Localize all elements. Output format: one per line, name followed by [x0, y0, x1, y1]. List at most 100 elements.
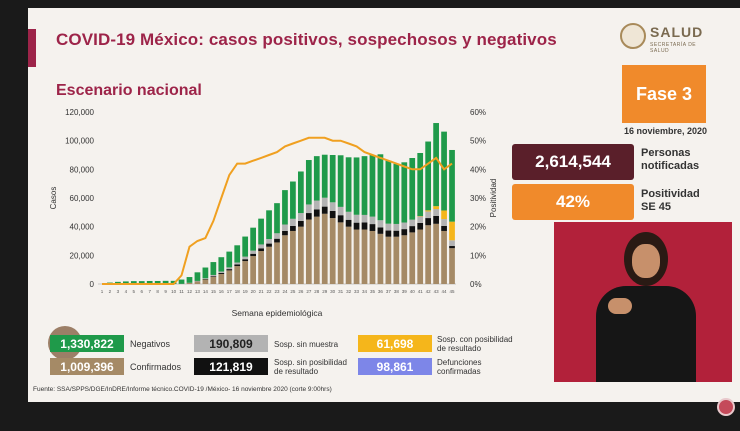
bar-segment: [345, 157, 352, 212]
bar-segment: [274, 233, 280, 239]
x-tick-label: 20: [251, 289, 257, 294]
notified-label-line2: notificadas: [641, 160, 700, 172]
bar-segment: [449, 221, 455, 241]
x-tick-label: 29: [322, 289, 328, 294]
bar-segment: [441, 131, 447, 211]
bar-segment: [218, 273, 225, 284]
bar-segment: [242, 259, 249, 262]
bar-segment: [194, 272, 201, 281]
bar-segment: [313, 200, 320, 210]
bar-segment: [290, 230, 296, 284]
bar-segment: [433, 206, 439, 210]
bar-segment: [425, 141, 432, 211]
x-tick-label: 45: [450, 289, 456, 294]
legend-con-posibilidad-value: 61,698: [358, 335, 432, 352]
bar-segment: [250, 256, 256, 284]
bar-segment: [321, 197, 328, 207]
notified-label-line1: Personas: [641, 147, 691, 159]
y2-tick-label: 40%: [470, 165, 486, 174]
x-tick-label: 16: [219, 289, 225, 294]
bar-segment: [234, 266, 241, 284]
positivity-label-line2: SE 45: [641, 201, 671, 213]
bar-segment: [449, 246, 455, 249]
salud-logo: SALUD SECRETARÍA DE SALUD: [620, 22, 712, 54]
x-tick-label: 13: [195, 289, 201, 294]
bar-segment: [234, 264, 241, 267]
bar-segment: [401, 162, 408, 223]
bar-segment: [449, 149, 455, 222]
y-axis-label: Casos: [49, 187, 58, 210]
x-tick-label: 28: [314, 289, 320, 294]
bar-segment: [202, 278, 209, 279]
positivity-label-line1: Positividad: [641, 188, 700, 200]
x-tick-label: 34: [362, 289, 368, 294]
x-tick-label: 19: [243, 289, 249, 294]
bar-segment: [449, 248, 455, 284]
bar-segment: [210, 276, 217, 284]
bar-segment: [234, 245, 241, 263]
x-tick-label: 42: [426, 289, 432, 294]
x-tick-label: 31: [338, 289, 344, 294]
bar-segment: [433, 223, 439, 284]
y2-tick-label: 0%: [470, 280, 482, 289]
slide: COVID-19 México: casos positivos, sospec…: [28, 8, 740, 402]
bar-segment: [138, 281, 145, 284]
bar-segment: [290, 225, 296, 231]
bar-segment: [218, 272, 225, 274]
bar-segment: [298, 220, 304, 227]
bar-segment: [393, 236, 400, 284]
chart-subtitle: Escenario nacional: [56, 82, 202, 99]
bar-segment: [369, 230, 376, 284]
bar-segment: [441, 219, 447, 226]
x-tick-label: 30: [330, 289, 336, 294]
bar-segment: [226, 270, 233, 284]
bar-segment: [385, 223, 392, 231]
bar-segment: [170, 280, 177, 284]
x-tick-label: 39: [402, 289, 408, 294]
x-tick-label: 40: [410, 289, 416, 294]
legend-defunciones-line2: confirmadas: [437, 367, 481, 376]
bar-segment: [337, 155, 344, 207]
x-tick-label: 36: [378, 289, 384, 294]
bar-segment: [313, 209, 320, 217]
y2-tick-label: 50%: [470, 137, 486, 146]
bar-segment: [298, 213, 304, 221]
bar-segment: [305, 213, 312, 220]
interpreter-face: [632, 244, 660, 278]
page-title: COVID-19 México: casos positivos, sospec…: [56, 30, 557, 49]
bar-segment: [401, 235, 408, 284]
legend-sin-posibilidad-line1: Sosp. sin posibilidad: [274, 358, 347, 367]
bar-segment: [305, 160, 312, 205]
bar-segment: [409, 158, 416, 220]
bar-segment: [409, 219, 416, 227]
bar-segment: [337, 215, 344, 223]
bar-segment: [337, 206, 344, 216]
bar-segment: [321, 154, 328, 198]
bar-segment: [210, 262, 217, 275]
x-tick-label: 3: [117, 289, 120, 294]
y2-axis-label: Positividad: [489, 179, 498, 218]
bar-segment: [401, 229, 408, 236]
bar-segment: [353, 214, 360, 223]
x-tick-label: 12: [187, 289, 193, 294]
bar-segment: [242, 236, 249, 257]
positivity-value: 42%: [512, 184, 634, 220]
bar-segment: [210, 276, 217, 277]
x-tick-label: 35: [370, 289, 376, 294]
legend-negativos-label: Negativos: [130, 339, 171, 349]
legend-con-posibilidad-line2: de resultado: [437, 344, 482, 353]
x-tick-label: 11: [179, 289, 184, 294]
x-tick-label: 44: [442, 289, 448, 294]
x-tick-label: 38: [394, 289, 400, 294]
bar-segment: [393, 223, 400, 231]
bar-segment: [202, 267, 209, 279]
bar-segment: [274, 242, 280, 284]
bar-segment: [353, 222, 360, 230]
x-tick-label: 43: [434, 289, 440, 294]
bar-segment: [194, 281, 201, 284]
bar-segment: [290, 181, 296, 219]
bar-segment: [298, 171, 304, 214]
bar-segment: [274, 238, 280, 243]
bar-segment: [186, 282, 193, 284]
bar-segment: [441, 210, 447, 220]
